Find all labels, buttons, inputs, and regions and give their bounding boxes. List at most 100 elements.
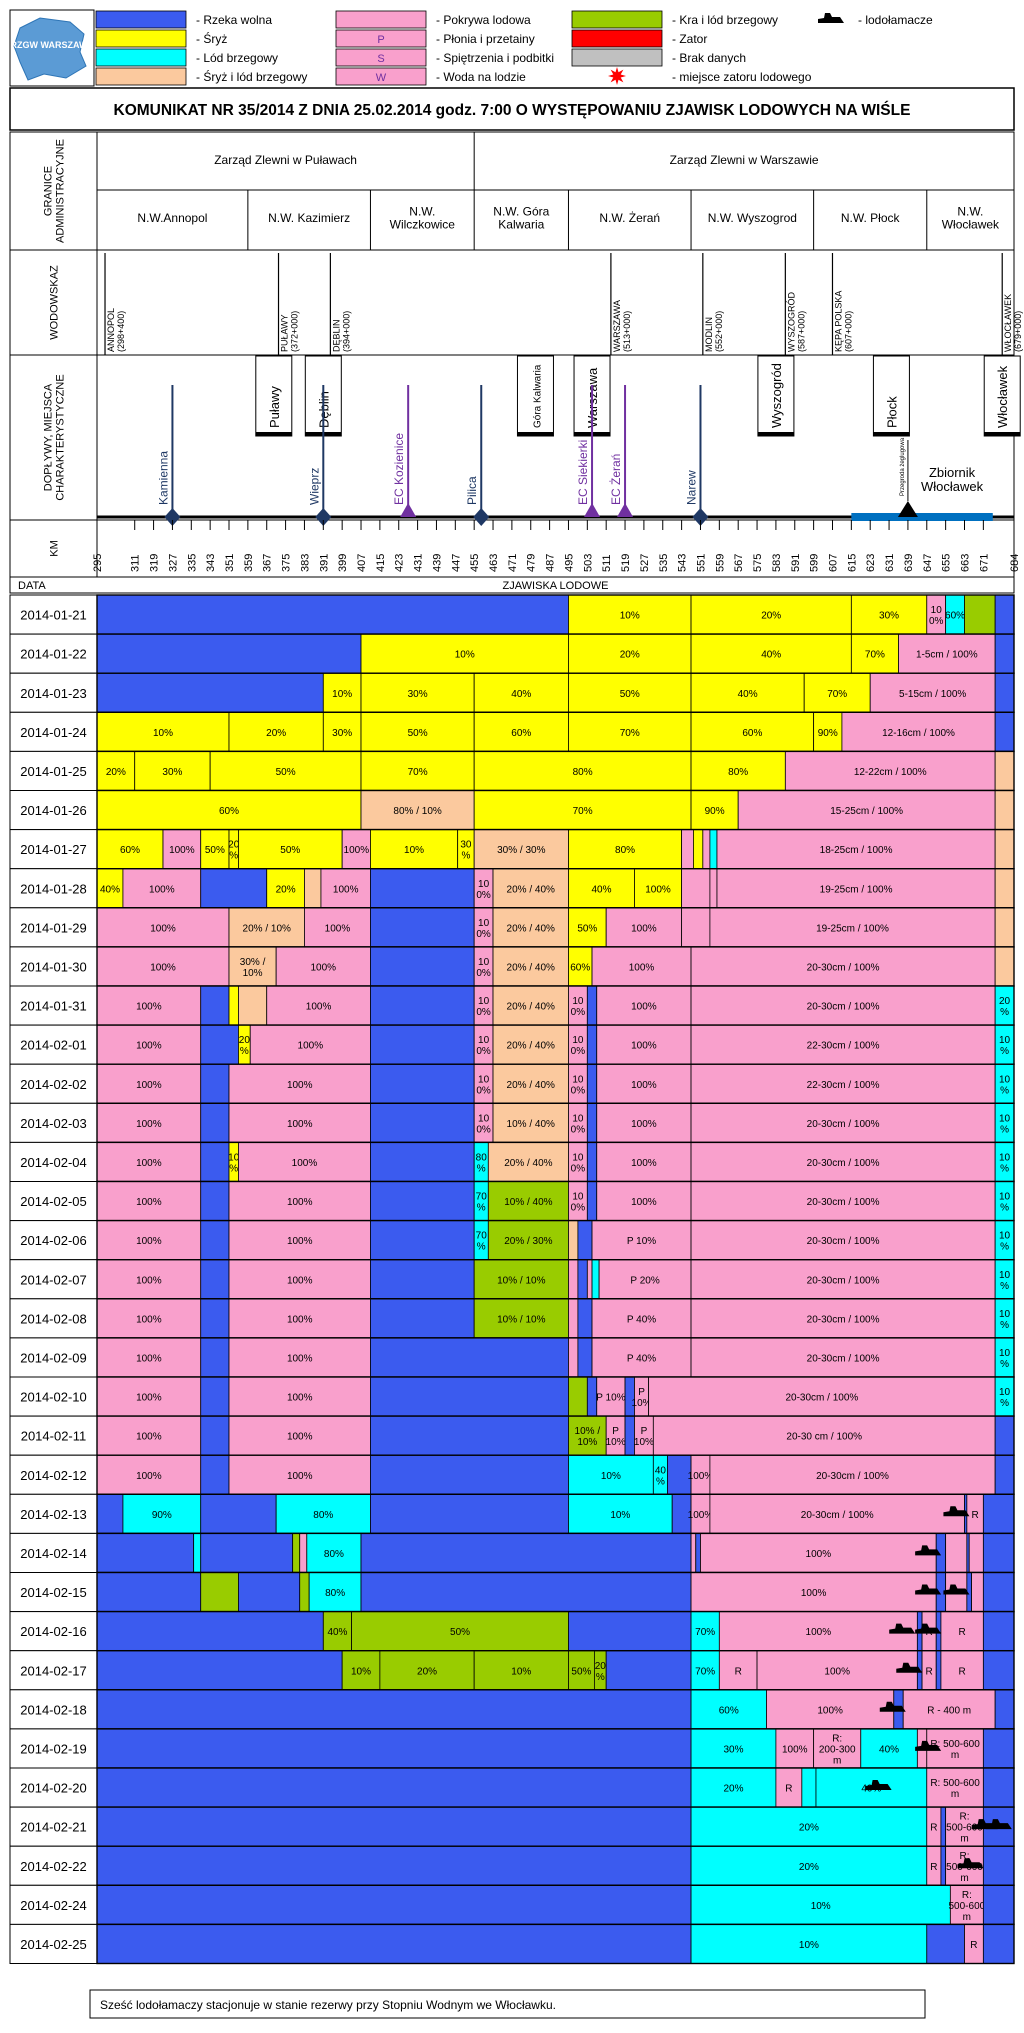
ice-segment: [370, 1493, 569, 1534]
segment-label: 30% /10%: [240, 957, 266, 979]
table-row: 2014-02-14 80% 100%: [9, 1532, 1015, 1574]
segment-label: 100%: [136, 1432, 162, 1443]
segment-label: R: 500-600 m: [930, 1778, 980, 1800]
table-row: 2014-01-29 100% 20% / 10% 100% 10 0% 20% / 40%…: [9, 907, 1015, 948]
ice-segment: [228, 1220, 371, 1261]
date-cell: [9, 1102, 98, 1143]
ice-segment: [568, 672, 692, 713]
ice-segment: [994, 868, 1015, 909]
gauge-name: MODLIN: [704, 317, 714, 352]
ice-segment: [702, 829, 711, 870]
segment-label: 20-30cm / 100%: [816, 1471, 889, 1482]
segment-label: 100%: [287, 1236, 313, 1247]
segment-label: 60%: [570, 962, 590, 973]
ice-segment: [690, 1806, 928, 1847]
ice-segment: [341, 829, 371, 870]
zarzad-name: Zarząd Zlewni w Warszawie: [670, 153, 819, 167]
ice-segment: [492, 1063, 569, 1104]
segment-label: 70%: [476, 1192, 488, 1214]
ice-segment: [982, 1924, 1015, 1964]
segment-label: 20%: [239, 1035, 251, 1057]
segment-label: 50%: [280, 845, 300, 856]
segment-label: 20-30cm / 100%: [785, 1393, 858, 1404]
km-label-group: 295: [92, 554, 104, 572]
ice-segment: [320, 868, 371, 909]
segment-label: 100%: [629, 962, 655, 973]
segment-label: 100%: [631, 1119, 657, 1130]
km-label: 479: [526, 554, 538, 572]
segment-label: 30%: [723, 1744, 743, 1755]
legend-swatch: [95, 67, 187, 86]
gauge-label-group: WARSZAWA (513+000): [612, 300, 632, 352]
date-cell: [9, 1181, 98, 1222]
city-name: Puławy: [267, 386, 282, 428]
table-row: 2014-01-22 10% 20% 40% 70% 1-5cm / 100%: [9, 633, 1015, 674]
segment-label: 10%: [999, 1035, 1011, 1057]
segment-label: 100%: [136, 1393, 162, 1404]
table-row: 2014-02-05 100% 100% 70% 10% / 40% 10 0% 100% 20…: [9, 1180, 1015, 1222]
segment-label: 40%: [100, 884, 120, 895]
ice-segment: [718, 1611, 918, 1652]
km-label: 599: [809, 554, 821, 572]
legend-label: - miejsce zatoru lodowego: [672, 70, 812, 84]
km-label: 471: [507, 554, 519, 572]
segment-label: 100%: [136, 1353, 162, 1364]
table-row: 2014-02-03 100% 100% 10 0% 10% / 40% 10 0% 100% 2…: [9, 1102, 1015, 1144]
ice-segment: [360, 1572, 692, 1612]
ice-segment: [690, 1102, 996, 1143]
reservoir-bar: [851, 513, 993, 521]
row-date: 2014-01-29: [20, 920, 87, 935]
segment-label: 40%: [879, 1744, 899, 1755]
km-label-group: 575: [752, 554, 764, 572]
km-label-group: 351: [224, 554, 236, 572]
gauge-km: (298+400): [116, 311, 126, 352]
ice-segment: [200, 1142, 230, 1182]
data-header: [9, 576, 1015, 594]
gauge-name: KĘPA POLSKA: [833, 291, 843, 352]
ice-segment: [200, 868, 268, 909]
km-label-group: 431: [413, 554, 425, 572]
ice-segment: [473, 790, 692, 830]
ice-segment: [709, 907, 996, 948]
row-date: 2014-02-18: [20, 1702, 87, 1717]
table-row: 2014-02-02 100% 100% 10 0% 20% / 40% 10 0% 100% 2…: [9, 1063, 1015, 1104]
ice-segment: [96, 1454, 202, 1495]
page-title: KOMUNIKAT NR 35/2014 Z DNIA 25.02.2014 g…: [114, 101, 911, 119]
segment-label: 80%: [615, 845, 635, 856]
ice-segment: [586, 1024, 598, 1065]
km-label-group: 455: [469, 554, 481, 572]
row-date: 2014-02-04: [20, 1155, 87, 1170]
icebreaker-icon: [889, 1623, 916, 1634]
ice-segment: [275, 946, 371, 987]
segment-label: 40%: [591, 884, 611, 895]
ice-segment: [568, 633, 692, 674]
ice-segment: [370, 1024, 475, 1065]
ice-segment: [370, 985, 475, 1026]
segment-label: 80% / 10%: [393, 806, 441, 817]
ice-segment: [982, 1884, 1015, 1925]
km-label-group: 615: [846, 554, 858, 572]
legend-swatch: [571, 48, 663, 67]
km-label-group: 543: [677, 554, 689, 572]
legend-code: W: [376, 72, 387, 84]
ice-segment: [994, 790, 1015, 830]
segment-label: 20% / 40%: [507, 884, 555, 895]
ice-segment: [586, 1142, 598, 1182]
tributary-label-group: Narew: [684, 470, 698, 505]
km-label-group: 655: [941, 554, 953, 572]
logo-map-icon: [13, 17, 87, 81]
title-box: [9, 87, 1015, 131]
legend-swatch: [335, 48, 427, 67]
segment-label: 60%: [719, 1705, 739, 1716]
segment-label: 10%: [153, 728, 173, 739]
ice-segment: [775, 1728, 815, 1769]
ice-segment: [492, 907, 569, 948]
km-label-group: 599: [809, 554, 821, 572]
km-label: 407: [356, 554, 368, 572]
ice-segment: [994, 1689, 1015, 1730]
segment-label: 100%: [136, 1080, 162, 1091]
ice-segment: [586, 1259, 593, 1300]
